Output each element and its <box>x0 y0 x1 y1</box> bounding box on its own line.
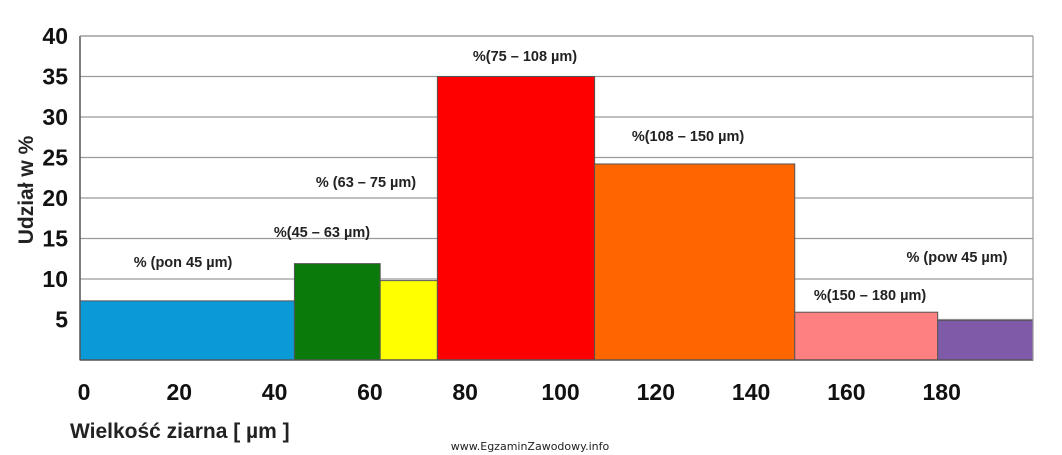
x-tick-label-120: 120 <box>637 379 675 405</box>
x-tick-label-140: 140 <box>732 379 770 405</box>
watermark-text: www.EgzaminZawodowy.info <box>451 440 610 453</box>
x-tick-label-100: 100 <box>541 379 579 405</box>
y-axis-title: Udział w % <box>15 135 38 244</box>
y-tick-label-30: 30 <box>42 104 68 130</box>
x-tick-label-180: 180 <box>923 379 961 405</box>
y-tick-label-5: 5 <box>55 307 68 333</box>
y-tick-label-40: 40 <box>42 23 68 49</box>
bar-label-0: % (pon 45 µm) <box>134 255 233 271</box>
x-tick-label-0: 0 <box>78 379 91 405</box>
bar-2 <box>380 281 437 360</box>
y-tick-label-25: 25 <box>42 145 68 171</box>
bar-5 <box>795 312 938 360</box>
bar-4 <box>595 164 795 360</box>
y-tick-label-15: 15 <box>42 226 68 252</box>
y-tick-label-20: 20 <box>42 185 68 211</box>
x-tick-label-40: 40 <box>262 379 288 405</box>
x-tick-label-160: 160 <box>827 379 865 405</box>
bar-6 <box>938 320 1033 360</box>
bar-label-3: %(75 – 108 µm) <box>473 49 577 65</box>
x-tick-label-80: 80 <box>452 379 478 405</box>
bar-3 <box>437 77 594 361</box>
bar-0 <box>80 301 294 360</box>
x-tick-label-60: 60 <box>357 379 383 405</box>
bar-label-6: % (pow 45 µm) <box>906 250 1007 266</box>
bar-1 <box>294 264 380 360</box>
bar-label-2: % (63 – 75 µm) <box>316 175 416 191</box>
bar-label-4: %(108 – 150 µm) <box>632 129 745 145</box>
bar-label-5: %(150 – 180 µm) <box>814 288 927 304</box>
x-tick-label-20: 20 <box>167 379 193 405</box>
bar-label-1: %(45 – 63 µm) <box>274 225 370 241</box>
y-tick-label-10: 10 <box>42 266 68 292</box>
y-tick-label-35: 35 <box>42 64 68 90</box>
x-axis-title: Wielkość ziarna [ µm ] <box>70 420 290 443</box>
